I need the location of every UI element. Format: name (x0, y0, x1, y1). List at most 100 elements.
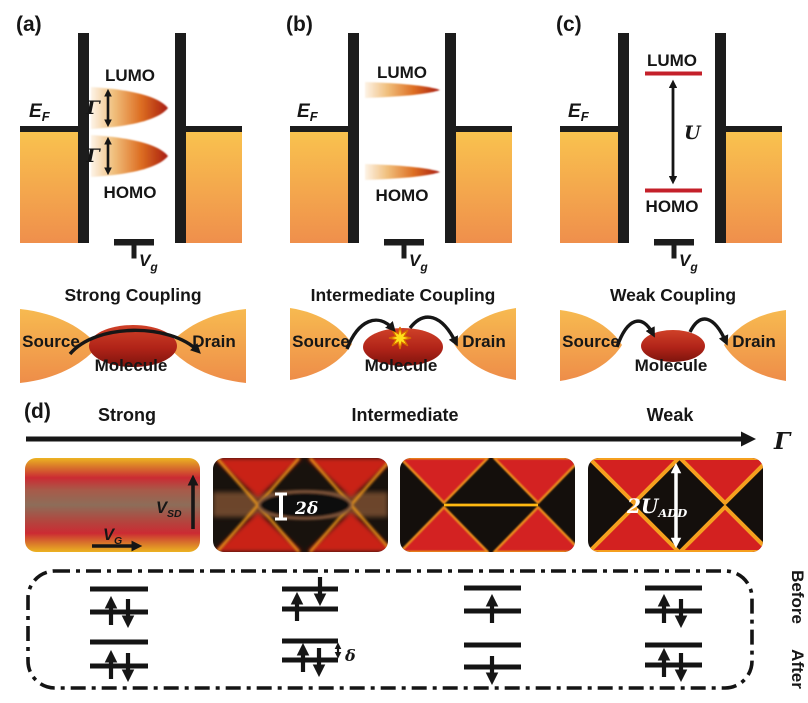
panel-a: (a) EF LUMO HOMO Γ Γ Vg Strong Coupling … (16, 13, 246, 383)
fermi-level-line-left (560, 126, 629, 132)
gate-electrode-symbol (384, 239, 424, 259)
electrode-left (560, 132, 618, 243)
regime-label-strong: Strong (98, 405, 156, 425)
regime-label-intermediate: Intermediate (351, 405, 458, 425)
source-label: Source (292, 332, 350, 351)
source-electrode-shape (290, 308, 352, 380)
lumo-level-line (645, 71, 702, 76)
vg-axis-label: VG (103, 526, 122, 547)
levels-strong (90, 586, 148, 683)
excitation-star-icon (388, 326, 412, 350)
drain-electrode-shape (724, 310, 786, 381)
gate-electrode-symbol (114, 239, 154, 259)
level-scheme-box (26, 569, 754, 690)
lumo-label: LUMO (105, 66, 155, 85)
levels-intermediate-single (464, 585, 521, 686)
stability-map-intermediate-line (400, 458, 575, 552)
fermi-level-line-right (715, 126, 782, 132)
drain-label: Drain (192, 332, 235, 351)
lumo-label: LUMO (377, 63, 427, 82)
regime-label-weak: Weak (647, 405, 695, 425)
lumo-resonance-horn (365, 82, 440, 98)
homo-label: HOMO (646, 197, 699, 216)
vsd-axis-label: VSD (156, 499, 182, 520)
tunnel-barrier-right (445, 33, 456, 243)
row-label-after: After (788, 649, 807, 689)
hop-arrow-molecule-drain (408, 315, 458, 347)
drain-label: Drain (462, 332, 505, 351)
molecule-ellipse (363, 328, 443, 366)
fermi-level-line-left (290, 126, 359, 132)
gate-voltage-label: Vg (409, 251, 428, 274)
panel-c-label: (c) (556, 13, 582, 36)
gamma-label-homo: Γ (85, 145, 101, 167)
panel-a-label: (a) (16, 13, 42, 36)
tunnel-barrier-right (175, 33, 186, 243)
source-electrode-shape (560, 310, 622, 381)
fermi-energy-label: EF (568, 101, 590, 124)
two-delta-label: 2δ (294, 499, 318, 519)
drain-electrode-shape (168, 309, 246, 383)
conductance-map (25, 458, 200, 552)
panel-d-label: (d) (24, 400, 51, 423)
charging-energy-label: U (684, 122, 702, 144)
molecule-ellipse (89, 325, 177, 367)
molecule-label: Molecule (95, 356, 168, 375)
coulomb-diamond-pattern (588, 458, 763, 552)
levels-intermediate-split (282, 577, 342, 678)
lumo-label: LUMO (647, 51, 697, 70)
gate-voltage-label: Vg (679, 251, 698, 274)
hop-arrow-source-molecule (345, 318, 396, 350)
source-electrode-shape (20, 309, 98, 383)
coulomb-diamond-pattern (400, 458, 575, 552)
electrode-left (290, 132, 348, 243)
row-label-before: Before (788, 570, 807, 624)
source-label: Source (562, 332, 620, 351)
tunnel-barrier-left (618, 33, 629, 243)
homo-level-line (645, 188, 702, 193)
homo-resonance-horn (91, 135, 168, 177)
drain-electrode-shape (454, 308, 516, 380)
homo-resonance-horn (365, 164, 440, 180)
molecule-label: Molecule (635, 356, 708, 375)
tunnel-barrier-left (78, 33, 89, 243)
stability-map-intermediate-split: 2δ (213, 458, 388, 552)
hop-arrow-source-molecule (615, 319, 655, 348)
coupling-title-intermediate: Intermediate Coupling (311, 285, 496, 305)
stability-map-strong: VSD VG (25, 458, 200, 552)
addition-energy-label: 2UADD (626, 494, 687, 520)
fermi-energy-label: EF (297, 101, 319, 124)
homo-label: HOMO (104, 183, 157, 202)
gamma-axis-label: Γ (773, 428, 792, 455)
gamma-label-lumo: Γ (85, 97, 101, 119)
electrode-left (20, 132, 78, 243)
panel-c: (c) EF LUMO HOMO U Vg Weak Coupling Sour… (556, 13, 786, 381)
coupling-title-strong: Strong Coupling (64, 285, 201, 305)
levels-weak (645, 585, 702, 683)
coherent-transport-arrow (68, 328, 201, 356)
tunnel-barrier-left (348, 33, 359, 243)
molecule-ellipse (641, 330, 705, 362)
panel-b-label: (b) (286, 13, 313, 36)
homo-label: HOMO (376, 186, 429, 205)
electrode-right (726, 132, 782, 243)
stability-map-weak: 2UADD (588, 458, 763, 552)
electrode-right (186, 132, 242, 243)
panel-b: (b) EF LUMO HOMO Vg Intermediate Couplin… (286, 13, 516, 380)
fermi-level-line-right (175, 126, 242, 132)
drain-label: Drain (732, 332, 775, 351)
two-delta-ibar (275, 492, 287, 521)
molecule-label: Molecule (365, 356, 438, 375)
hop-arrow-molecule-drain (688, 317, 729, 346)
electrode-right (456, 132, 512, 243)
fermi-level-line-left (20, 126, 89, 132)
source-label: Source (22, 332, 80, 351)
fermi-energy-label: EF (29, 101, 51, 124)
coupling-title-weak: Weak Coupling (610, 285, 736, 305)
gate-electrode-symbol (654, 239, 694, 259)
gate-voltage-label: Vg (139, 251, 158, 274)
tunnel-barrier-right (715, 33, 726, 243)
delta-label: δ (344, 646, 356, 665)
